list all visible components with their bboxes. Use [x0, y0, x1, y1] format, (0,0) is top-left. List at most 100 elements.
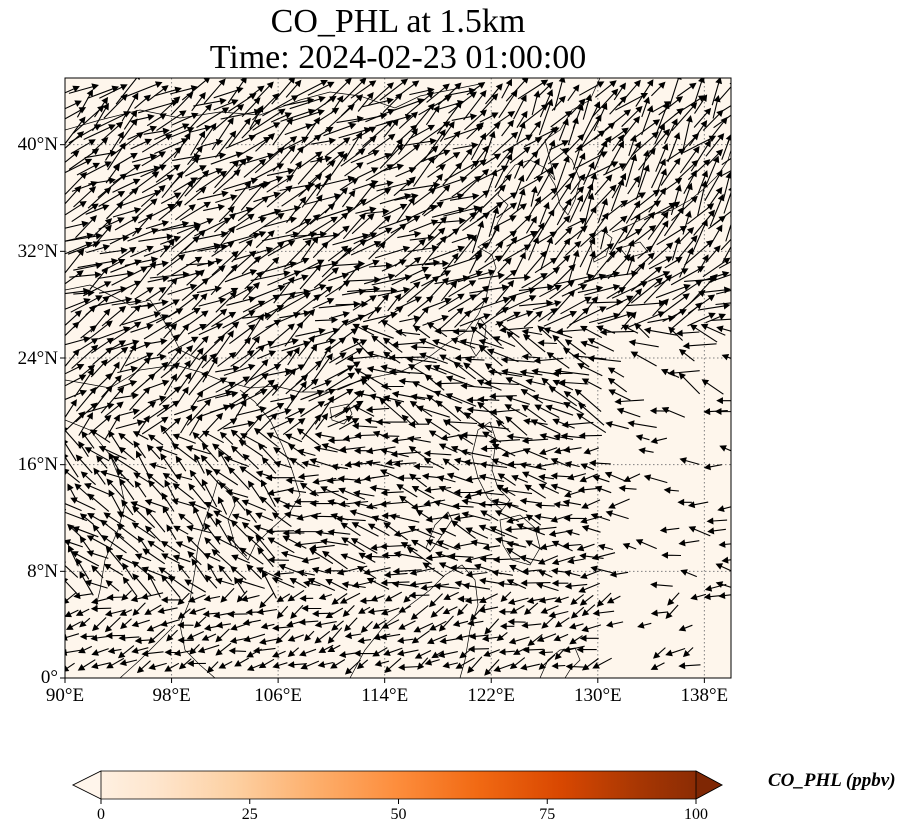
wind-arrow — [424, 364, 447, 375]
wind-arrow — [299, 594, 314, 602]
wind-arrow — [71, 203, 99, 223]
wind-arrow — [329, 407, 351, 419]
wind-arrow — [690, 593, 707, 601]
wind-arrow — [330, 95, 344, 114]
wind-arrow — [716, 325, 731, 333]
wind-arrow — [506, 579, 527, 589]
wind-arrow — [75, 454, 93, 474]
wind-arrow — [445, 87, 476, 97]
wind-arrow — [367, 523, 390, 537]
wind-arrow — [98, 326, 131, 340]
wind-arrow — [217, 496, 228, 515]
wind-arrow — [647, 128, 670, 155]
wind-arrow — [164, 479, 179, 505]
wind-arrow — [553, 633, 569, 642]
wind-arrow — [688, 526, 711, 537]
wind-arrow — [407, 364, 434, 380]
wind-arrow — [296, 448, 316, 457]
wind-arrow — [592, 609, 615, 617]
wind-arrow — [341, 78, 367, 103]
wind-arrow — [715, 289, 731, 295]
wind-arrow — [242, 300, 266, 313]
wind-arrow — [103, 512, 125, 528]
wind-arrow — [137, 535, 150, 554]
wind-arrow — [459, 338, 489, 348]
wind-arrow — [164, 662, 180, 672]
wind-arrow — [231, 513, 251, 522]
wind-arrow — [112, 178, 141, 193]
wind-arrow — [595, 80, 617, 98]
wind-arrow — [211, 250, 239, 276]
wind-arrow — [253, 427, 278, 447]
wind-arrow — [533, 162, 560, 180]
wind-arrow — [267, 537, 295, 554]
wind-arrow — [478, 338, 504, 350]
wind-arrow — [147, 540, 165, 553]
wind-arrow — [88, 414, 112, 435]
wind-arrow — [154, 86, 182, 97]
wind-arrow — [144, 604, 162, 615]
wind-arrow — [331, 593, 348, 605]
wind-arrow — [344, 659, 361, 675]
wind-arrow — [484, 659, 500, 676]
wind-arrow — [500, 356, 535, 364]
wind-arrow — [442, 661, 459, 669]
wind-arrow — [679, 146, 700, 174]
wind-arrow — [134, 637, 151, 645]
wind-arrow — [162, 221, 201, 232]
wind-arrow — [177, 636, 194, 644]
wind-arrow — [327, 436, 346, 444]
wind-arrow — [108, 452, 123, 477]
wind-arrow — [638, 447, 654, 455]
wind-arrow — [144, 525, 161, 542]
wind-arrow — [577, 285, 604, 294]
colorbar-ticks — [100, 799, 697, 804]
wind-arrow — [361, 227, 393, 244]
wind-arrow — [368, 262, 393, 270]
wind-arrow — [463, 90, 487, 121]
wind-arrow — [233, 399, 247, 422]
wind-arrow — [658, 96, 684, 116]
wind-arrow — [352, 422, 378, 430]
wind-arrow — [71, 344, 99, 369]
wind-arrow — [215, 577, 235, 586]
wind-arrow — [410, 343, 435, 351]
wind-arrow — [569, 194, 584, 223]
wind-arrow — [298, 648, 317, 657]
wind-arrow — [522, 646, 544, 654]
wind-arrow — [270, 417, 295, 430]
wind-arrow — [564, 133, 585, 155]
wind-arrow — [215, 642, 232, 656]
wind-arrow — [360, 621, 373, 633]
wind-arrow — [396, 484, 418, 498]
wind-arrow — [140, 592, 164, 600]
wind-arrow — [259, 638, 279, 645]
wind-arrow — [582, 192, 595, 231]
wind-arrow — [563, 569, 581, 577]
wind-arrow — [72, 526, 99, 538]
wind-arrow — [586, 250, 596, 275]
wind-arrow — [701, 379, 724, 395]
wind-arrow — [455, 657, 475, 669]
wind-arrow — [504, 525, 536, 533]
wind-arrow — [89, 266, 109, 290]
wind-arrow — [406, 355, 437, 364]
wind-arrow — [488, 206, 500, 237]
wind-arrow — [171, 112, 199, 126]
wind-arrow — [167, 336, 199, 354]
wind-arrow — [380, 489, 404, 497]
wind-arrow — [307, 577, 336, 592]
wind-arrow — [106, 593, 124, 601]
wind-arrow — [394, 193, 419, 201]
wind-arrow — [630, 351, 657, 367]
wind-arrow — [199, 412, 224, 439]
wind-arrow — [553, 273, 595, 286]
wind-arrow — [155, 446, 178, 456]
wind-arrow — [374, 659, 390, 667]
wind-arrow — [289, 457, 306, 469]
map-frame — [64, 77, 732, 679]
wind-arrow — [141, 133, 173, 153]
wind-arrow — [80, 325, 97, 339]
wind-arrow — [207, 563, 218, 580]
wind-arrow — [655, 143, 669, 172]
